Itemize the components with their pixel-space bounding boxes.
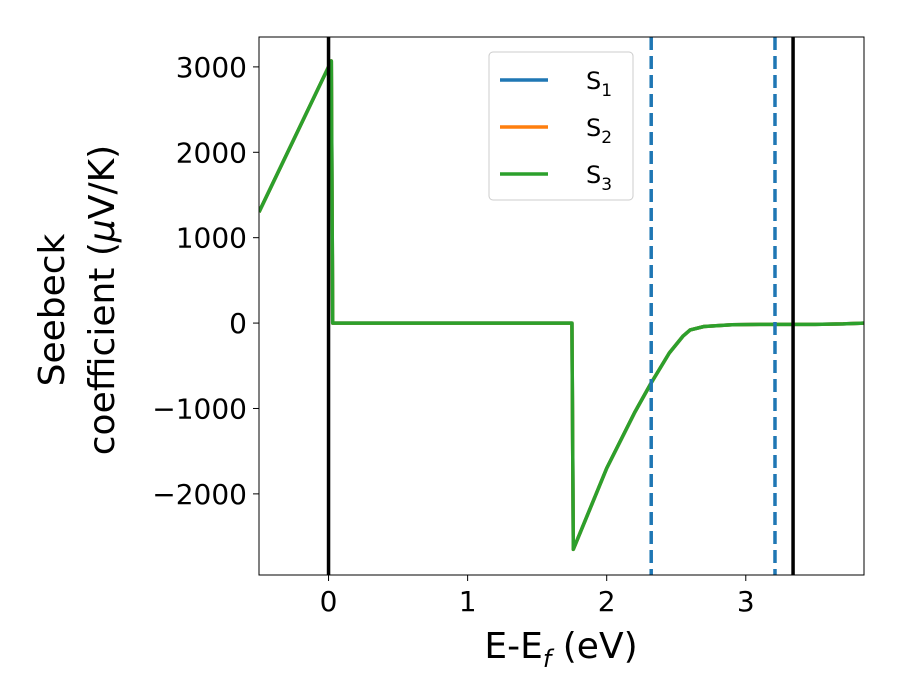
plot-area [259, 37, 864, 575]
y-tick-label: 0 [229, 307, 247, 340]
y-tick-label: 1000 [176, 222, 247, 255]
x-tick-label: 0 [320, 585, 338, 618]
legend-box [488, 51, 634, 201]
legend-label-s3: S3 [586, 161, 612, 195]
x-tick-label: 2 [598, 585, 616, 618]
axis-ticks: 0 1 2 3 −2000 −1000 0 1000 2000 3000 [152, 51, 754, 618]
y-tick-label: −1000 [152, 392, 247, 425]
y-tick-label: 2000 [176, 136, 247, 169]
legend-label-s2: S2 [586, 114, 612, 148]
y-axis-label: Seebeck coefficient (μV/K) [32, 145, 123, 455]
legend: S1 S2 S3 [488, 51, 634, 201]
y-axis-label-line1: Seebeck [32, 233, 73, 386]
x-tick-label: 1 [459, 585, 477, 618]
plot-frame [258, 36, 865, 576]
legend-label-s1: S1 [586, 67, 612, 101]
x-tick-label: 3 [737, 585, 755, 618]
y-tick-label: 3000 [176, 51, 247, 84]
x-axis-label: E-Ef (eV) [484, 626, 637, 673]
y-tick-label: −2000 [152, 478, 247, 511]
y-axis-label-line2: coefficient (μV/K) [82, 145, 123, 455]
